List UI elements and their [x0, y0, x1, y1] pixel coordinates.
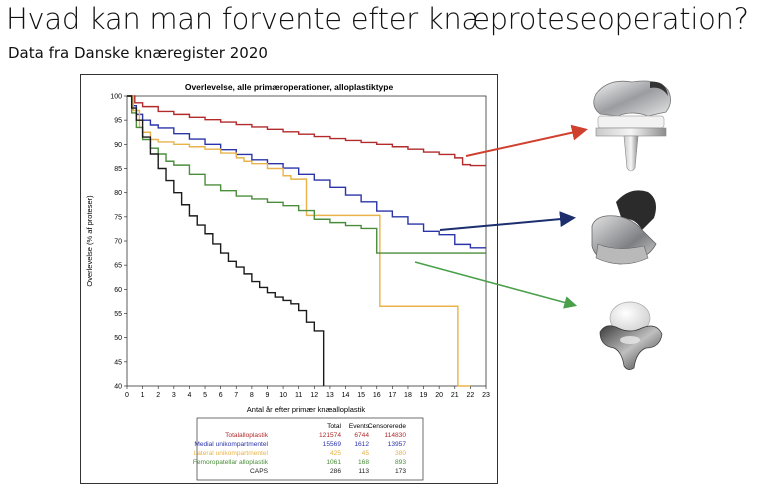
x-axis: 0 1 2 3 4 5 6 7 8 9 10 11 12 13 14 15 16 17 18 19 20 21 22 23	[125, 386, 490, 399]
x-tick-label: 12	[310, 392, 318, 399]
x-tick-label: 4	[187, 392, 191, 399]
y-tick-label: 75	[114, 214, 122, 221]
x-tick-label: 10	[279, 392, 287, 399]
x-tick-label: 8	[250, 392, 254, 399]
x-tick-label: 20	[435, 392, 443, 399]
table-cell: 13957	[388, 441, 407, 448]
patellofemoral-implant-icon	[599, 301, 663, 370]
x-axis-label: Antal år efter primær knæalloplastik	[247, 405, 366, 414]
y-tick-label: 40	[114, 384, 122, 391]
x-tick-label: 1	[141, 392, 145, 399]
slide-title: Hvad kan man forvente efter knæproteseop…	[6, 2, 749, 36]
table-row-label: Lateral unikompartmentel	[194, 450, 269, 457]
table-cell: 113	[358, 468, 369, 475]
y-tick-label: 55	[114, 311, 122, 318]
table-cell: 1061	[326, 459, 341, 466]
unicompartmental-knee-implant-icon	[591, 190, 657, 265]
table-cell: 6744	[354, 432, 369, 439]
table-cell: 15569	[323, 441, 342, 448]
x-tick-label: 17	[388, 392, 396, 399]
x-tick-label: 9	[266, 392, 270, 399]
table-cell: 173	[395, 468, 406, 475]
y-tick-label: 100	[110, 94, 122, 101]
y-tick-label: 90	[114, 142, 122, 149]
table-row-label: Medial unikompartmentel	[194, 441, 268, 448]
x-tick-label: 11	[295, 392, 302, 399]
y-axis-label: Overlevelse (% af proteser)	[85, 195, 94, 287]
x-tick-label: 7	[234, 392, 238, 399]
x-tick-label: 13	[326, 392, 334, 399]
table-row-label: CAPS	[250, 468, 269, 475]
y-tick-label: 50	[114, 335, 122, 342]
survival-chart: Overlevelse, alle primæroperationer, all…	[80, 74, 498, 484]
y-tick-label: 85	[114, 166, 122, 173]
table-cell: 380	[395, 450, 406, 457]
series-line-4	[127, 95, 325, 386]
series-line-1	[127, 95, 486, 249]
y-tick-label: 45	[114, 359, 122, 366]
x-tick-label: 15	[357, 392, 365, 399]
table-header: Censorerede	[368, 423, 406, 430]
x-tick-label: 0	[125, 392, 129, 399]
x-tick-label: 19	[420, 392, 428, 399]
series-layer	[127, 95, 486, 387]
chart-title: Overlevelse, alle primæroperationer, all…	[185, 82, 394, 92]
series-line-0	[127, 95, 486, 167]
table-cell: 121574	[319, 432, 341, 439]
y-tick-label: 80	[114, 190, 122, 197]
table-row-label: Femoropatellar alloplastik	[193, 459, 269, 466]
x-tick-label: 5	[203, 392, 207, 399]
x-tick-label: 14	[342, 392, 350, 399]
table-cell: 286	[330, 468, 341, 475]
table-cell: 45	[362, 450, 370, 457]
table-cell: 1612	[354, 441, 369, 448]
total-knee-implant-icon	[593, 80, 671, 172]
x-tick-label: 23	[482, 392, 490, 399]
arrow-total-knee	[465, 124, 588, 157]
x-tick-label: 21	[451, 392, 459, 399]
y-tick-label: 65	[114, 263, 122, 270]
table-cell: 425	[330, 450, 341, 457]
x-tick-label: 16	[373, 392, 381, 399]
y-tick-label: 60	[114, 287, 122, 294]
arrow-unicompartmental	[439, 211, 576, 231]
arrow-patellofemoral	[414, 261, 578, 309]
table-row-label: Totalalloplastik	[225, 432, 269, 439]
x-tick-label: 22	[466, 392, 474, 399]
slide-subtitle: Data fra Danske knæregister 2020	[8, 44, 268, 62]
table-header: Events	[349, 423, 370, 430]
y-tick-label: 95	[114, 118, 122, 125]
y-tick-label: 70	[114, 239, 122, 246]
x-tick-label: 2	[156, 392, 160, 399]
table-header: Total	[327, 423, 341, 430]
table-cell: 893	[395, 459, 406, 466]
risk-table-frame	[196, 417, 424, 481]
x-tick-label: 6	[219, 392, 223, 399]
x-tick-label: 3	[172, 392, 176, 399]
table-cell: 114830	[384, 432, 406, 439]
x-tick-label: 18	[404, 392, 412, 399]
table-cell: 168	[358, 459, 369, 466]
y-axis: 40 45 50 55 60 65 70 75 80 85 90 95 100	[110, 94, 127, 391]
